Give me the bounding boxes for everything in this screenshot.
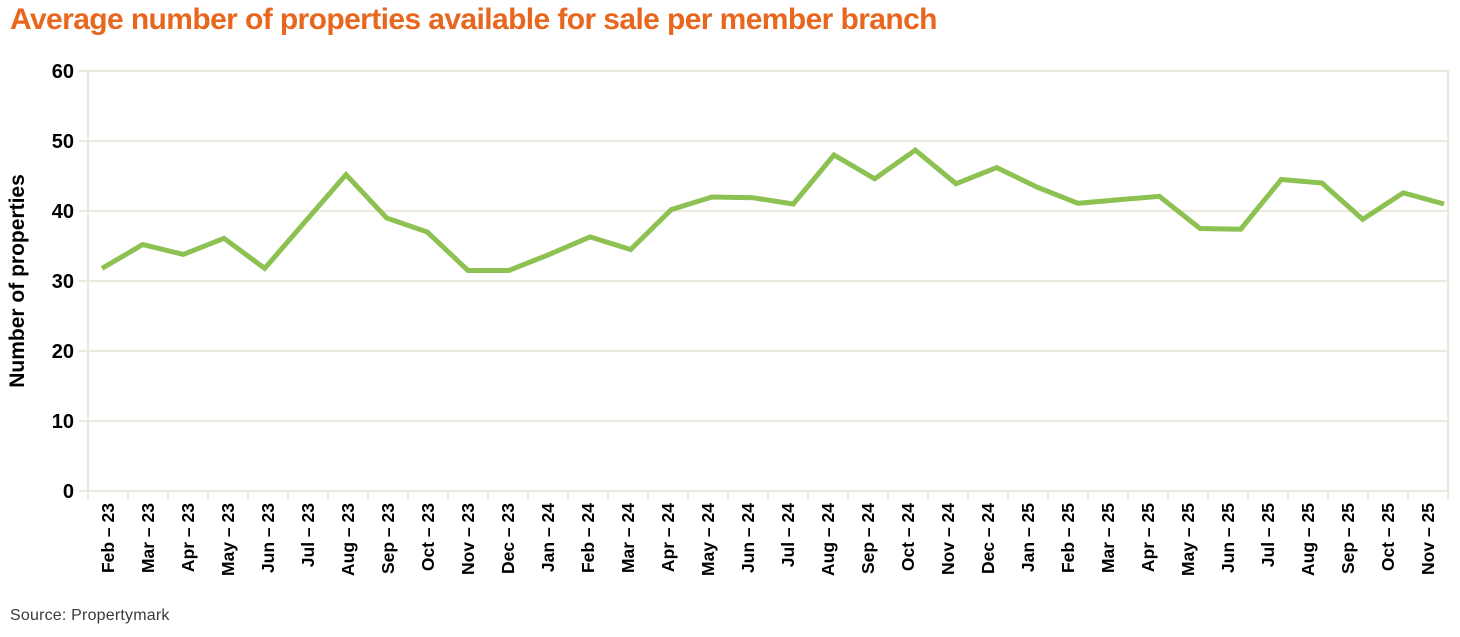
x-tick-label-29: Jul – 25 xyxy=(1258,503,1278,567)
x-tick-label-3: May – 23 xyxy=(218,503,238,576)
y-tick-label-40: 40 xyxy=(52,201,74,223)
x-tick-label-18: Aug – 24 xyxy=(818,503,838,576)
x-tick-label-1: Mar – 23 xyxy=(138,503,158,573)
x-tick-label-11: Jan – 24 xyxy=(538,503,558,572)
x-tick-label-31: Sep – 25 xyxy=(1338,503,1358,574)
y-tick-label-60: 60 xyxy=(52,61,74,83)
x-tick-label-16: Jun – 24 xyxy=(738,503,758,573)
x-tick-label-20: Oct – 24 xyxy=(898,503,918,571)
x-tick-label-25: Mar – 25 xyxy=(1098,503,1118,573)
x-tick-label-9: Nov – 23 xyxy=(458,503,478,575)
chart-title: Average number of properties available f… xyxy=(10,3,937,36)
x-tick-label-0: Feb – 23 xyxy=(98,503,118,573)
source-note: Source: Propertymark xyxy=(10,607,170,624)
x-tick-label-23: Jan – 25 xyxy=(1018,503,1038,572)
x-tick-label-27: May – 25 xyxy=(1178,503,1198,576)
x-tick-label-13: Mar – 24 xyxy=(618,503,638,573)
x-tick-label-17: Jul – 24 xyxy=(778,503,798,567)
x-tick-label-5: Jul – 23 xyxy=(298,503,318,567)
x-tick-label-30: Aug – 25 xyxy=(1298,503,1318,576)
x-tick-label-7: Sep – 23 xyxy=(378,503,398,574)
x-tick-label-33: Nov – 25 xyxy=(1418,503,1438,575)
x-tick-label-15: May – 24 xyxy=(698,503,718,576)
x-tick-label-4: Jun – 23 xyxy=(258,503,278,573)
x-tick-label-10: Dec – 23 xyxy=(498,503,518,574)
y-tick-label-30: 30 xyxy=(52,271,74,293)
x-tick-label-22: Dec – 24 xyxy=(978,503,998,574)
x-tick-label-32: Oct – 25 xyxy=(1378,503,1398,571)
x-tick-label-21: Nov – 24 xyxy=(938,503,958,575)
y-tick-label-50: 50 xyxy=(52,131,74,153)
x-tick-label-28: Jun – 25 xyxy=(1218,503,1238,573)
y-axis-title: Number of properties xyxy=(6,174,29,388)
x-tick-label-8: Oct – 23 xyxy=(418,503,438,571)
y-tick-label-0: 0 xyxy=(63,481,74,503)
y-tick-label-10: 10 xyxy=(52,411,74,433)
x-tick-label-12: Feb – 24 xyxy=(578,503,598,573)
y-tick-label-20: 20 xyxy=(52,341,74,363)
x-tick-label-19: Sep – 24 xyxy=(858,503,878,574)
x-tick-label-2: Apr – 23 xyxy=(178,503,198,572)
x-tick-label-26: Apr – 25 xyxy=(1138,503,1158,572)
x-tick-label-6: Aug – 23 xyxy=(338,503,358,576)
x-tick-label-24: Feb – 25 xyxy=(1058,503,1078,573)
data-line-0 xyxy=(100,146,1445,273)
x-tick-label-14: Apr – 24 xyxy=(658,503,678,572)
